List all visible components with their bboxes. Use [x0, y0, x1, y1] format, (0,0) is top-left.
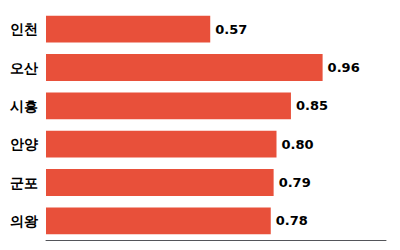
svg-text:0.96: 0.96: [328, 60, 360, 75]
svg-text:0.79: 0.79: [279, 175, 311, 190]
svg-text:시흥: 시흥: [10, 98, 38, 114]
svg-text:0.80: 0.80: [282, 137, 314, 152]
svg-text:의왕: 의왕: [10, 213, 38, 229]
svg-text:군포: 군포: [10, 175, 38, 191]
svg-text:오산: 오산: [10, 60, 38, 76]
svg-text:0.85: 0.85: [296, 98, 328, 113]
svg-text:안양: 안양: [10, 136, 38, 152]
svg-text:0.78: 0.78: [276, 213, 308, 228]
svg-text:인천: 인천: [10, 21, 38, 37]
svg-text:0.57: 0.57: [215, 22, 247, 37]
